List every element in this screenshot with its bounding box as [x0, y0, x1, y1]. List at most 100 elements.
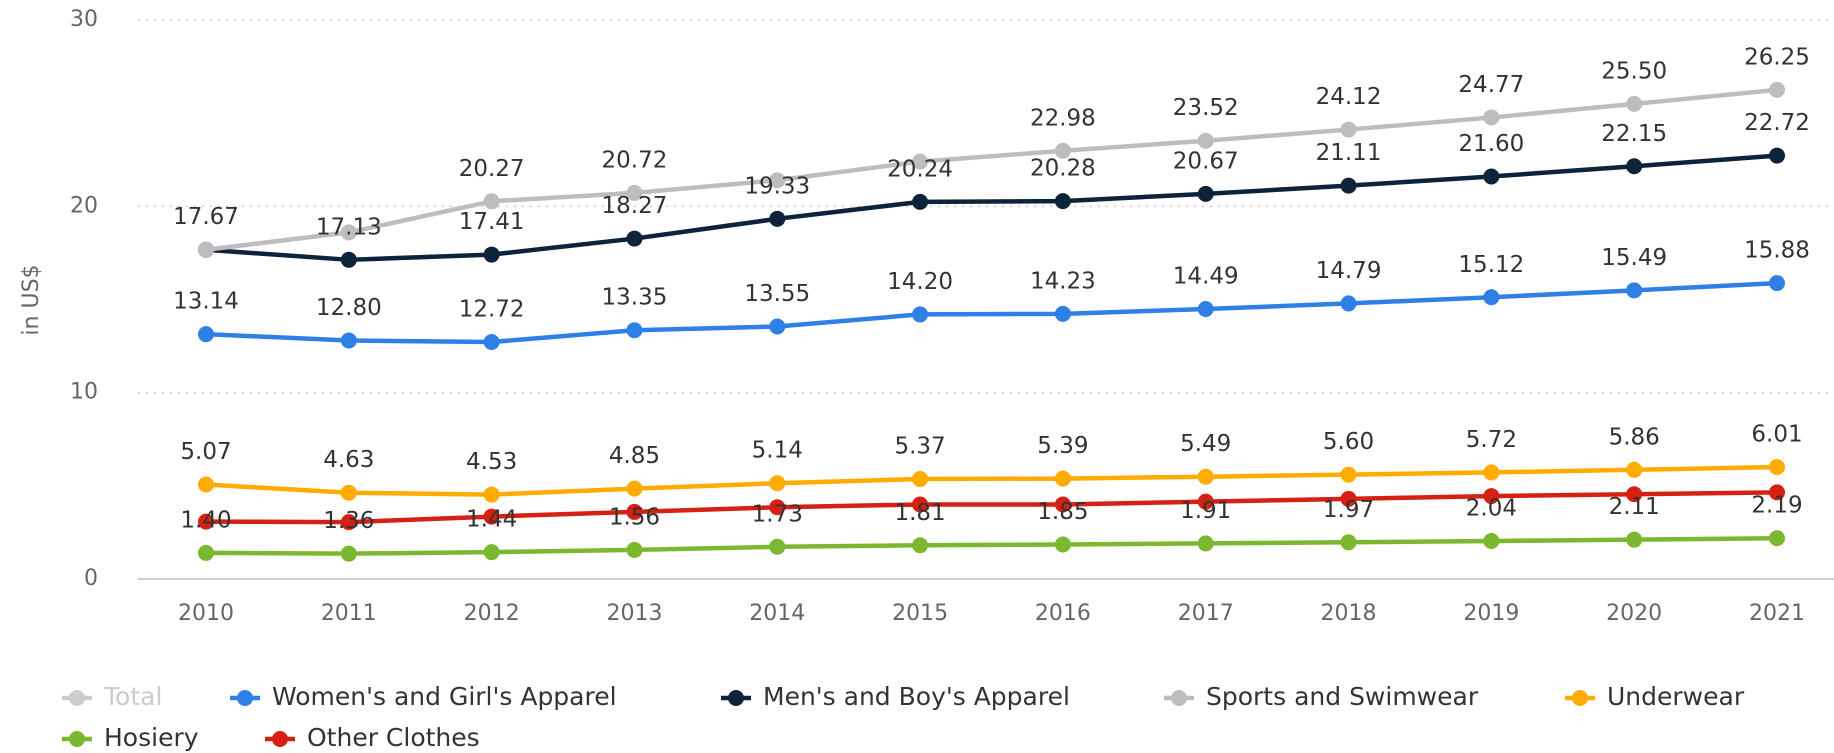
point: [626, 503, 643, 520]
point: [1769, 530, 1785, 547]
point: [912, 193, 929, 210]
value-label: 2.19: [1751, 493, 1802, 519]
point: [912, 537, 929, 554]
value-label: 5.39: [1037, 433, 1088, 459]
value-label: 15.88: [1744, 238, 1810, 264]
point: [340, 545, 357, 562]
point: [198, 241, 214, 258]
point: [198, 476, 214, 493]
x-tick-label: 2010: [178, 601, 234, 626]
point: [1483, 464, 1500, 481]
point: [483, 333, 500, 350]
x-tick-label: 2016: [1035, 601, 1091, 626]
point: [1769, 275, 1785, 292]
y-tick-label: 0: [84, 566, 98, 591]
value-label: 1.97: [1323, 497, 1374, 523]
y-axis-label: in US$: [19, 264, 44, 335]
value-label: 2.11: [1609, 494, 1660, 520]
legend-swatch: [1572, 690, 1588, 706]
point: [1626, 282, 1643, 299]
point: [1626, 486, 1643, 503]
legend-swatch: [69, 731, 85, 747]
value-label: 1.44: [466, 507, 517, 533]
value-label: 1.56: [609, 504, 660, 530]
x-tick-label: 2017: [1178, 601, 1234, 626]
point: [198, 513, 214, 530]
series-line: [205, 153, 1778, 263]
point: [912, 496, 929, 513]
point: [912, 470, 929, 487]
value-label: 21.11: [1316, 140, 1382, 166]
point: [1626, 95, 1643, 112]
point: [1054, 305, 1071, 322]
value-label: 17.67: [173, 204, 239, 230]
point: [1483, 488, 1500, 505]
value-label: 21.60: [1458, 131, 1524, 157]
point: [1340, 534, 1357, 551]
x-tick-label: 2019: [1463, 601, 1519, 626]
value-label: 12.80: [316, 295, 382, 321]
legend-item: Other Clothes: [265, 723, 480, 752]
point: [483, 508, 500, 525]
point: [1197, 132, 1214, 149]
point: [1197, 301, 1214, 318]
point: [626, 230, 643, 247]
point: [340, 484, 357, 501]
point: [198, 544, 214, 561]
value-label: 20.24: [887, 156, 953, 182]
value-label: 1.73: [752, 501, 803, 527]
x-tick-label: 2011: [321, 601, 377, 626]
point: [1340, 121, 1357, 138]
point: [1769, 459, 1785, 476]
point: [1340, 490, 1357, 507]
legend-label: Women's and Girl's Apparel: [272, 682, 617, 711]
point: [1483, 289, 1500, 306]
value-label: 14.20: [887, 269, 953, 295]
value-label: 13.55: [744, 281, 810, 307]
legend-item: Sports and Swimwear: [1164, 682, 1479, 711]
point: [1340, 177, 1357, 194]
point: [1483, 532, 1500, 549]
point: [769, 475, 786, 492]
value-label: 22.15: [1601, 121, 1667, 147]
point: [340, 514, 357, 531]
series-line: [205, 87, 1778, 252]
y-tick-label: 20: [70, 193, 98, 218]
point: [483, 246, 500, 263]
point: [483, 193, 500, 210]
value-label: 20.28: [1030, 156, 1096, 182]
point: [769, 172, 786, 189]
value-label: 5.72: [1466, 427, 1517, 453]
value-label: 15.12: [1458, 252, 1524, 278]
legend-swatch: [237, 690, 253, 706]
value-label: 4.85: [609, 443, 660, 469]
value-label: 26.25: [1744, 44, 1810, 70]
point: [340, 224, 357, 241]
point: [912, 306, 929, 323]
point: [340, 251, 357, 268]
point: [340, 332, 357, 349]
y-tick-label: 30: [70, 7, 98, 32]
value-label: 23.52: [1173, 95, 1239, 121]
point: [1769, 484, 1785, 501]
x-tick-label: 2015: [892, 601, 948, 626]
value-label: 13.35: [602, 285, 668, 311]
point: [483, 544, 500, 561]
value-label: 20.67: [1173, 148, 1239, 174]
point: [1769, 81, 1785, 98]
value-label: 18.27: [602, 193, 668, 219]
point: [626, 480, 643, 497]
legend-item: Underwear: [1565, 682, 1745, 711]
point: [1054, 142, 1071, 159]
value-label: 1.40: [180, 507, 231, 533]
legend-swatch: [728, 690, 744, 706]
series-line: [205, 464, 1778, 497]
value-label: 17.13: [316, 214, 382, 240]
value-label: 5.37: [894, 433, 945, 459]
point: [1626, 158, 1643, 175]
point: [198, 326, 214, 343]
value-label: 14.49: [1173, 264, 1239, 290]
point: [1626, 531, 1643, 548]
point: [1197, 468, 1214, 485]
